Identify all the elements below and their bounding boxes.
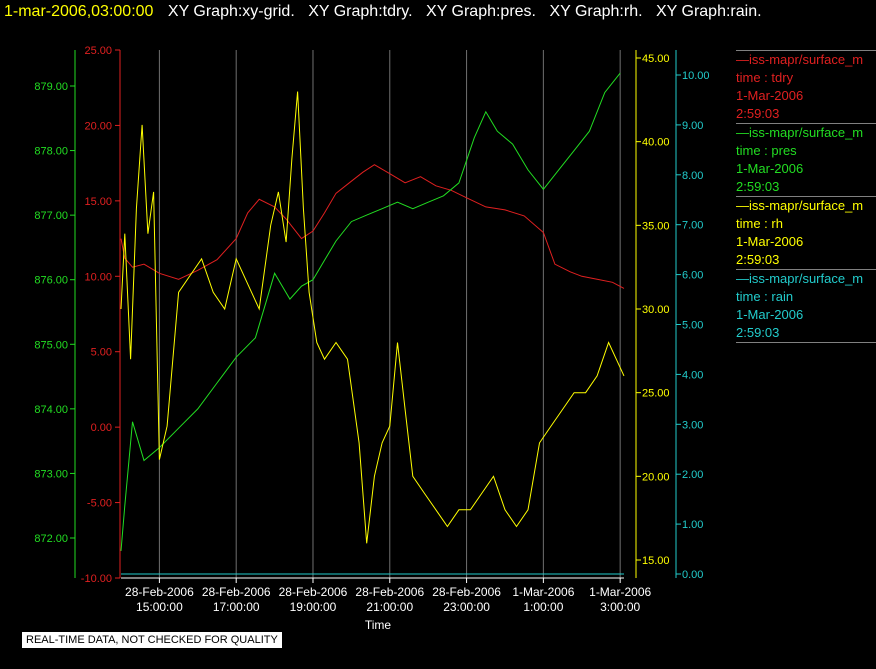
tdry-tick-label: 5.00: [91, 347, 112, 359]
tdry-series-line: [120, 164, 625, 289]
tdry-tick-label: 20.00: [84, 120, 112, 132]
legend-time: 2:59:03: [736, 325, 780, 340]
x-tick-label: 28-Feb-2006: [432, 585, 501, 599]
legend: —iss-mapr/surface_m time : tdry 1-Mar-20…: [736, 50, 876, 343]
header-title-pres: XY Graph:pres.: [426, 3, 536, 20]
header-title-rain: XY Graph:rain.: [656, 3, 762, 20]
legend-entry-tdry: —iss-mapr/surface_m time : tdry 1-Mar-20…: [736, 50, 876, 123]
pres-tick-label: 872.00: [34, 533, 68, 545]
tdry-tick-label: 0.00: [91, 422, 112, 434]
tdry-tick-label: 25.00: [84, 45, 112, 57]
rain-tick-label: 7.00: [682, 220, 703, 232]
x-tick-label: 23:00:00: [443, 600, 490, 614]
x-tick-label: 1-Mar-2006: [512, 585, 574, 599]
tdry-tick-label: 10.00: [84, 271, 112, 283]
rh-tick-label: 40.00: [642, 137, 670, 149]
x-tick-label: 28-Feb-2006: [125, 585, 194, 599]
x-tick-label: 3:00:00: [600, 600, 640, 614]
x-tick-label: 1:00:00: [523, 600, 563, 614]
legend-entry-pres: —iss-mapr/surface_m time : pres 1-Mar-20…: [736, 123, 876, 196]
legend-series-name: —iss-mapr/surface_m: [736, 198, 864, 213]
pres-tick-label: 878.00: [34, 146, 68, 158]
rh-tick-label: 20.00: [642, 471, 670, 483]
pres-tick-label: 873.00: [34, 468, 68, 480]
x-tick-label: 21:00:00: [366, 600, 413, 614]
rain-tick-label: 2.00: [682, 469, 703, 481]
x-tick-label: 28-Feb-2006: [202, 585, 271, 599]
rain-tick-label: 1.00: [682, 519, 703, 531]
legend-field: time : rh: [736, 216, 783, 231]
legend-time: 2:59:03: [736, 252, 780, 267]
rain-tick-label: 8.00: [682, 170, 703, 182]
legend-series-name: —iss-mapr/surface_m: [736, 52, 864, 67]
axes: 25.00 20.00 15.00 10.00 5.00 0.00 -5.00 -10.00 8…: [34, 45, 709, 585]
tdry-tick-label: 15.00: [84, 196, 112, 208]
legend-time: 2:59:03: [736, 179, 780, 194]
header-title-rh: XY Graph:rh.: [549, 3, 643, 20]
legend-field: time : tdry: [736, 70, 794, 85]
header-timestamp: 1-mar-2006,03:00:00: [4, 3, 154, 20]
rain-tick-label: 3.00: [682, 419, 703, 431]
tdry-tick-label: -10.00: [81, 573, 112, 585]
rain-tick-label: 4.00: [682, 369, 703, 381]
rh-tick-label: 35.00: [642, 220, 670, 232]
x-axis-labels: 28-Feb-200615:00:0028-Feb-200617:00:0028…: [121, 577, 651, 614]
x-tick-label: 1-Mar-2006: [589, 585, 651, 599]
rain-tick-label: 5.00: [682, 320, 703, 332]
header-title-xy-grid: XY Graph:xy-grid.: [167, 3, 295, 20]
vertical-grid-lines: [158, 50, 621, 578]
legend-field: time : rain: [736, 289, 794, 304]
pres-tick-label: 876.00: [34, 275, 68, 287]
quality-warning-label: REAL-TIME DATA, NOT CHECKED FOR QUALITY: [21, 631, 283, 649]
pres-tick-label: 879.00: [34, 81, 68, 93]
legend-series-name: —iss-mapr/surface_m: [736, 125, 864, 140]
rh-tick-label: 15.00: [642, 555, 670, 567]
x-tick-label: 28-Feb-2006: [355, 585, 424, 599]
legend-series-name: —iss-mapr/surface_m: [736, 271, 864, 286]
rh-tick-label: 30.00: [642, 304, 670, 316]
x-tick-label: 19:00:00: [290, 600, 337, 614]
legend-date: 1-Mar-2006: [736, 161, 804, 176]
pres-tick-label: 875.00: [34, 339, 68, 351]
legend-date: 1-Mar-2006: [736, 234, 804, 249]
x-tick-label: 17:00:00: [213, 600, 260, 614]
legend-date: 1-Mar-2006: [736, 88, 804, 103]
rain-tick-label: 9.00: [682, 120, 703, 132]
x-tick-label: 15:00:00: [136, 600, 183, 614]
rain-tick-label: 0.00: [682, 569, 703, 581]
tdry-tick-label: -5.00: [87, 498, 112, 510]
legend-date: 1-Mar-2006: [736, 307, 804, 322]
legend-entry-rain: —iss-mapr/surface_m time : rain 1-Mar-20…: [736, 269, 876, 343]
pres-tick-label: 874.00: [34, 404, 68, 416]
rain-tick-label: 6.00: [682, 270, 703, 282]
rh-tick-label: 45.00: [642, 53, 670, 65]
legend-field: time : pres: [736, 143, 797, 158]
legend-entry-rh: —iss-mapr/surface_m time : rh 1-Mar-2006…: [736, 196, 876, 269]
graph-header: 1-mar-2006,03:00:00 XY Graph:xy-grid. XY…: [0, 3, 771, 25]
pres-tick-label: 877.00: [34, 210, 68, 222]
data-series: [120, 72, 625, 575]
rh-series-line: [120, 91, 625, 544]
x-axis-title: Time: [365, 618, 392, 632]
x-tick-label: 28-Feb-2006: [279, 585, 348, 599]
rain-tick-label: 10.00: [682, 70, 710, 82]
header-title-tdry: XY Graph:tdry.: [308, 3, 413, 20]
rh-tick-label: 25.00: [642, 388, 670, 400]
legend-time: 2:59:03: [736, 106, 780, 121]
pres-series-line: [120, 72, 621, 551]
